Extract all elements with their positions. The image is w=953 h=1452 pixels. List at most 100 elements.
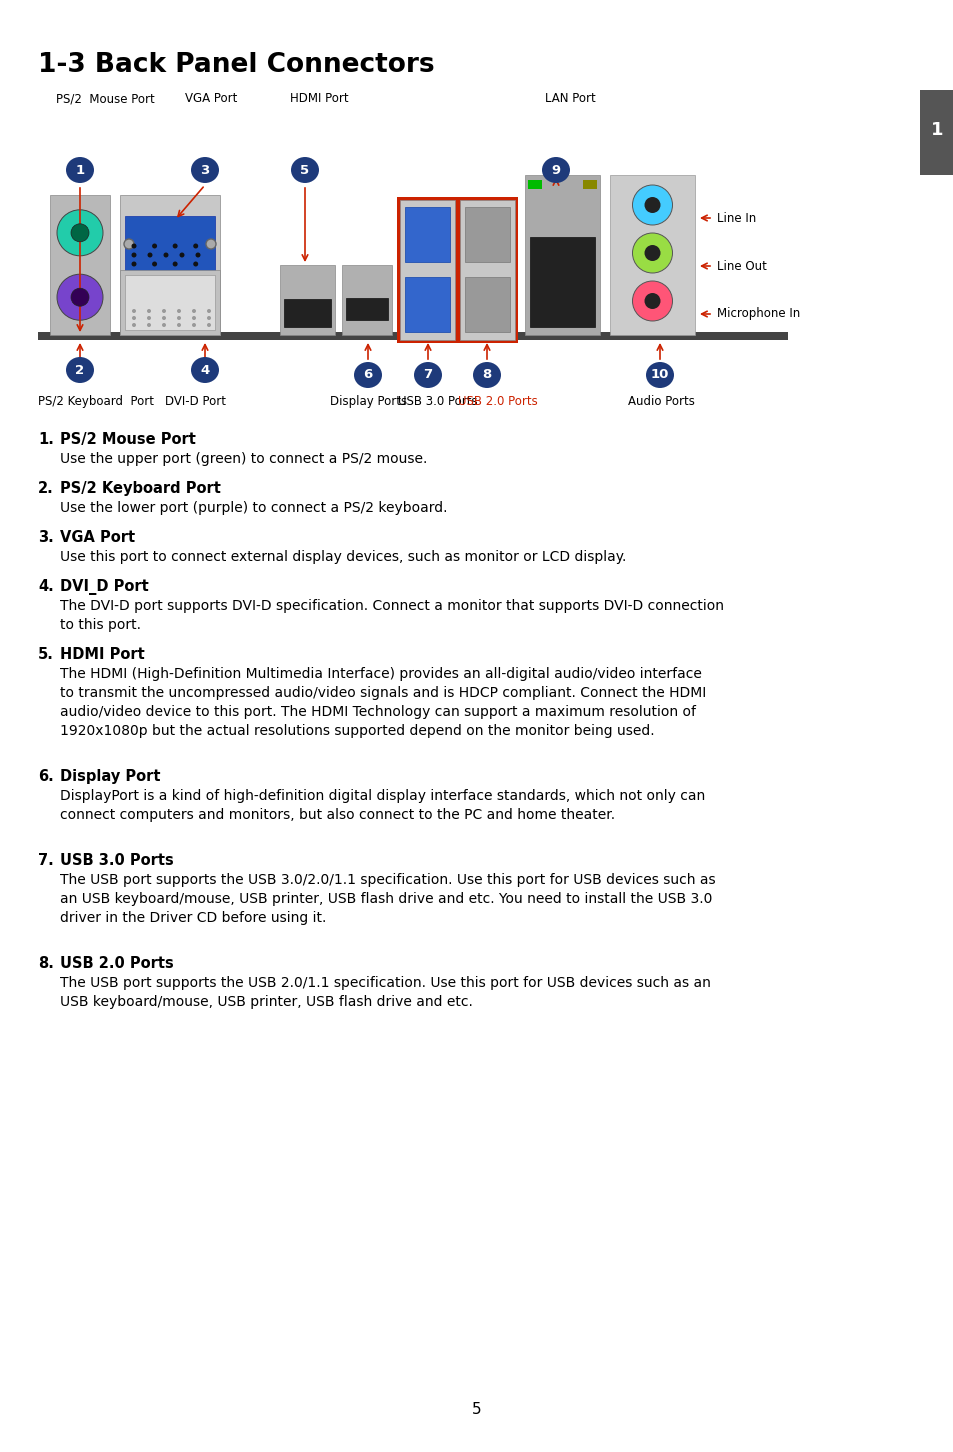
Text: 4.: 4. bbox=[38, 579, 53, 594]
Text: The DVI-D port supports DVI-D specification. Connect a monitor that supports DVI: The DVI-D port supports DVI-D specificat… bbox=[60, 600, 723, 613]
Text: 9: 9 bbox=[551, 164, 560, 177]
Circle shape bbox=[71, 224, 89, 242]
Circle shape bbox=[124, 240, 133, 248]
Text: VGA Port: VGA Port bbox=[60, 530, 135, 544]
Circle shape bbox=[132, 244, 136, 248]
Text: USB 2.0 Ports: USB 2.0 Ports bbox=[457, 395, 537, 408]
Circle shape bbox=[162, 322, 166, 327]
Circle shape bbox=[177, 309, 181, 314]
Circle shape bbox=[177, 317, 181, 319]
Ellipse shape bbox=[66, 157, 94, 183]
Circle shape bbox=[162, 309, 166, 314]
Text: Use the lower port (purple) to connect a PS/2 keyboard.: Use the lower port (purple) to connect a… bbox=[60, 501, 447, 515]
Circle shape bbox=[152, 244, 157, 248]
Circle shape bbox=[132, 253, 136, 257]
Bar bbox=[120, 270, 220, 335]
Text: 10: 10 bbox=[650, 369, 668, 382]
Text: Display Port: Display Port bbox=[60, 770, 160, 784]
Text: HDMI Port: HDMI Port bbox=[290, 91, 348, 105]
Text: connect computers and monitors, but also connect to the PC and home theater.: connect computers and monitors, but also… bbox=[60, 807, 615, 822]
Text: 5.: 5. bbox=[38, 648, 53, 662]
Bar bbox=[464, 208, 510, 261]
Text: HDMI Port: HDMI Port bbox=[60, 648, 145, 662]
Text: 3: 3 bbox=[200, 164, 210, 177]
Bar bbox=[50, 195, 110, 335]
Text: Line Out: Line Out bbox=[717, 260, 766, 273]
Text: USB 3.0 Ports: USB 3.0 Ports bbox=[60, 852, 173, 868]
Ellipse shape bbox=[354, 362, 381, 388]
Circle shape bbox=[644, 197, 659, 213]
Text: to transmit the uncompressed audio/video signals and is HDCP compliant. Connect : to transmit the uncompressed audio/video… bbox=[60, 685, 705, 700]
Text: 7.: 7. bbox=[38, 852, 53, 868]
Text: USB 2.0 Ports: USB 2.0 Ports bbox=[60, 955, 173, 971]
Circle shape bbox=[132, 317, 136, 319]
Bar bbox=[524, 176, 599, 335]
Circle shape bbox=[207, 309, 211, 314]
Ellipse shape bbox=[191, 157, 219, 183]
Text: 5: 5 bbox=[300, 164, 309, 177]
Circle shape bbox=[57, 274, 103, 321]
Text: The USB port supports the USB 3.0/2.0/1.1 specification. Use this port for USB d: The USB port supports the USB 3.0/2.0/1.… bbox=[60, 873, 715, 887]
Circle shape bbox=[147, 309, 151, 314]
Circle shape bbox=[632, 282, 672, 321]
Circle shape bbox=[207, 322, 211, 327]
Text: 2: 2 bbox=[75, 363, 85, 376]
Ellipse shape bbox=[66, 357, 94, 383]
Ellipse shape bbox=[645, 362, 673, 388]
Circle shape bbox=[179, 253, 184, 257]
Circle shape bbox=[132, 322, 136, 327]
Circle shape bbox=[132, 261, 136, 267]
Text: 8: 8 bbox=[482, 369, 491, 382]
Text: DisplayPort is a kind of high-definition digital display interface standards, wh: DisplayPort is a kind of high-definition… bbox=[60, 788, 704, 803]
Bar bbox=[464, 277, 510, 333]
Text: 1920x1080p but the actual resolutions supported depend on the monitor being used: 1920x1080p but the actual resolutions su… bbox=[60, 725, 654, 738]
Text: The USB port supports the USB 2.0/1.1 specification. Use this port for USB devic: The USB port supports the USB 2.0/1.1 sp… bbox=[60, 976, 710, 990]
Text: The HDMI (High-Definition Multimedia Interface) provides an all-digital audio/vi: The HDMI (High-Definition Multimedia Int… bbox=[60, 666, 701, 681]
Text: 4: 4 bbox=[200, 363, 210, 376]
Circle shape bbox=[152, 261, 157, 267]
Ellipse shape bbox=[191, 357, 219, 383]
Text: audio/video device to this port. The HDMI Technology can support a maximum resol: audio/video device to this port. The HDM… bbox=[60, 706, 696, 719]
Text: 1: 1 bbox=[75, 164, 85, 177]
Text: VGA Port: VGA Port bbox=[185, 91, 237, 105]
Circle shape bbox=[193, 244, 198, 248]
Text: PS/2  Mouse Port: PS/2 Mouse Port bbox=[56, 91, 154, 105]
Text: 8.: 8. bbox=[38, 955, 53, 971]
Bar bbox=[396, 197, 457, 343]
Circle shape bbox=[172, 261, 177, 267]
Text: USB keyboard/mouse, USB printer, USB flash drive and etc.: USB keyboard/mouse, USB printer, USB fla… bbox=[60, 995, 473, 1009]
Text: Line In: Line In bbox=[717, 212, 756, 225]
Circle shape bbox=[71, 287, 89, 306]
Text: 1-3 Back Panel Connectors: 1-3 Back Panel Connectors bbox=[38, 52, 435, 78]
Bar bbox=[280, 266, 335, 335]
Text: 3.: 3. bbox=[38, 530, 53, 544]
Ellipse shape bbox=[291, 157, 318, 183]
Text: 1.: 1. bbox=[38, 433, 53, 447]
Ellipse shape bbox=[473, 362, 500, 388]
Text: driver in the Driver CD before using it.: driver in the Driver CD before using it. bbox=[60, 910, 326, 925]
Circle shape bbox=[193, 261, 198, 267]
Text: 1: 1 bbox=[930, 121, 943, 139]
Text: 6: 6 bbox=[363, 369, 373, 382]
Bar bbox=[38, 333, 787, 340]
Bar bbox=[346, 298, 388, 319]
Text: PS/2 Mouse Port: PS/2 Mouse Port bbox=[60, 433, 195, 447]
Bar bbox=[459, 200, 515, 340]
Circle shape bbox=[632, 184, 672, 225]
Ellipse shape bbox=[414, 362, 441, 388]
Bar bbox=[341, 266, 392, 335]
Text: Microphone In: Microphone In bbox=[717, 308, 800, 321]
Bar bbox=[582, 180, 597, 189]
Circle shape bbox=[207, 317, 211, 319]
Bar bbox=[609, 176, 695, 335]
Circle shape bbox=[57, 209, 103, 256]
Circle shape bbox=[195, 253, 200, 257]
Text: Use this port to connect external display devices, such as monitor or LCD displa: Use this port to connect external displa… bbox=[60, 550, 626, 563]
Text: Display Ports: Display Ports bbox=[330, 395, 407, 408]
Bar bbox=[125, 216, 214, 272]
Circle shape bbox=[192, 322, 195, 327]
Circle shape bbox=[132, 309, 136, 314]
Text: PS/2 Keyboard Port: PS/2 Keyboard Port bbox=[60, 481, 221, 497]
Circle shape bbox=[632, 232, 672, 273]
Text: DVI_D Port: DVI_D Port bbox=[60, 579, 149, 595]
